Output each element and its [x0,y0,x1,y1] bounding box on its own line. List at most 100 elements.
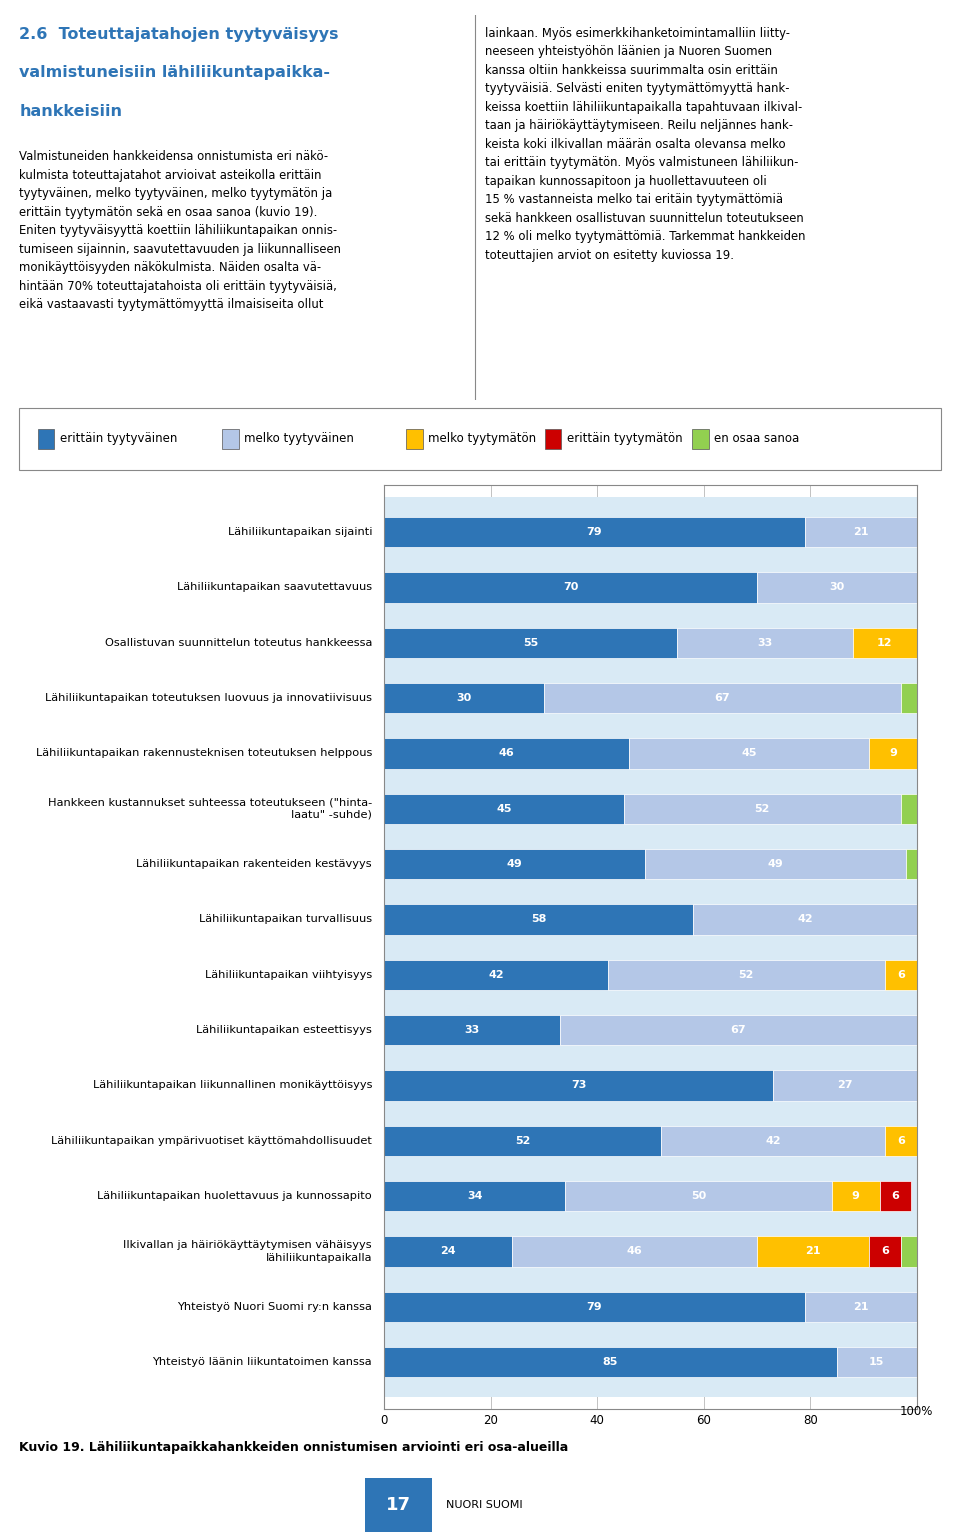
Text: 70: 70 [563,582,578,593]
Text: 85: 85 [603,1357,618,1368]
Text: valmistuneisiin lähiliikuntapaikka-: valmistuneisiin lähiliikuntapaikka- [19,65,330,80]
Bar [384,849,645,879]
Text: Lähiliikuntapaikan toteutuksen luovuus ja innovatiivisuus: Lähiliikuntapaikan toteutuksen luovuus j… [45,693,372,704]
Bar [384,1126,661,1157]
Text: hankkeisiin: hankkeisiin [19,105,122,119]
Bar [773,1070,917,1101]
Bar [869,1237,900,1266]
Bar [384,904,693,935]
Bar [756,1237,869,1266]
Text: 21: 21 [805,1246,821,1257]
Text: Hankkeen kustannukset suhteessa toteutukseen ("hinta-
laatu" -suhde): Hankkeen kustannukset suhteessa toteutuk… [48,798,372,819]
Bar [384,553,917,622]
Text: Lähiliikuntapaikan rakenteiden kestävyys: Lähiliikuntapaikan rakenteiden kestävyys [136,859,372,869]
Bar [384,738,629,768]
Text: 17: 17 [386,1497,411,1514]
Text: 52: 52 [515,1137,530,1146]
Text: 30: 30 [829,582,845,593]
Text: lainkaan. Myös esimerkkihanketoimintamalliin liitty-
neeseen yhteistyöhön läänie: lainkaan. Myös esimerkkihanketoimintamal… [485,28,805,262]
Text: Lähiliikuntapaikan ympärivuotiset käyttömahdollisuudet: Lähiliikuntapaikan ympärivuotiset käyttö… [51,1137,372,1146]
Text: 46: 46 [627,1246,642,1257]
Text: erittäin tyytymätön: erittäin tyytymätön [566,433,683,445]
Bar [692,430,708,448]
Bar [384,793,624,824]
Bar [384,1348,837,1377]
Text: Lähiliikuntapaikan viihtyisyys: Lähiliikuntapaikan viihtyisyys [204,970,372,979]
Text: 15: 15 [869,1357,884,1368]
Text: 34: 34 [467,1190,482,1201]
Text: Kuvio 19. Lähiliikuntapaikkahankkeiden onnistumisen arviointi eri osa-alueilla: Kuvio 19. Lähiliikuntapaikkahankkeiden o… [19,1441,568,1454]
Bar [900,1237,917,1266]
Text: 79: 79 [587,1301,602,1312]
Text: 6: 6 [892,1190,900,1201]
Bar [869,738,917,768]
Text: 79: 79 [587,527,602,537]
Text: Lähiliikuntapaikan liikunnallinen monikäyttöisyys: Lähiliikuntapaikan liikunnallinen monikä… [92,1081,372,1090]
Bar [384,995,917,1066]
Text: 24: 24 [440,1246,456,1257]
Text: Lähiliikuntapaikan rakennusteknisen toteutuksen helppous: Lähiliikuntapaikan rakennusteknisen tote… [36,748,372,758]
Bar [384,517,804,547]
Text: 45: 45 [496,804,512,813]
Bar [885,1126,917,1157]
Text: 42: 42 [797,915,813,924]
Text: NUORI SUOMI: NUORI SUOMI [446,1500,523,1511]
Text: 58: 58 [531,915,546,924]
Bar [406,430,422,448]
Bar [885,959,917,990]
Text: 21: 21 [853,527,869,537]
Text: Lähiliikuntapaikan esteettisyys: Lähiliikuntapaikan esteettisyys [196,1026,372,1035]
Text: 50: 50 [691,1190,706,1201]
Bar [900,793,917,824]
Text: 49: 49 [507,859,522,869]
Bar [677,628,852,658]
Bar [852,628,917,658]
Text: Yhteistyö Nuori Suomi ry:n kanssa: Yhteistyö Nuori Suomi ry:n kanssa [178,1301,372,1312]
Text: 21: 21 [853,1301,869,1312]
Text: Lähiliikuntapaikan huolettavuus ja kunnossapito: Lähiliikuntapaikan huolettavuus ja kunno… [97,1190,372,1201]
Bar [900,682,917,713]
Bar [565,1181,831,1212]
Bar [512,1237,756,1266]
Text: 52: 52 [738,970,754,979]
Bar [384,573,756,602]
Text: 42: 42 [488,970,504,979]
Bar [384,829,917,899]
Text: 49: 49 [768,859,783,869]
Text: 9: 9 [852,1190,859,1201]
Bar [384,1272,917,1341]
Bar [560,1015,917,1046]
Bar [384,1217,917,1286]
Bar [756,573,917,602]
Text: 2.6  Toteuttajatahojen tyytyväisyys: 2.6 Toteuttajatahojen tyytyväisyys [19,28,339,42]
Text: 55: 55 [523,638,539,648]
Bar [384,719,917,788]
Bar [37,430,54,448]
Text: 27: 27 [837,1081,852,1090]
Bar [384,664,917,733]
Bar [906,849,923,879]
Bar [544,430,561,448]
Bar [384,884,917,955]
Bar [384,608,917,678]
Text: 6: 6 [897,1137,904,1146]
Text: 33: 33 [465,1026,480,1035]
Text: 45: 45 [741,748,756,758]
Bar [645,849,906,879]
Text: Lähiliikuntapaikan sijainti: Lähiliikuntapaikan sijainti [228,527,372,537]
Text: 33: 33 [757,638,773,648]
Bar [693,904,917,935]
Bar [879,1181,911,1212]
Bar [365,1478,432,1532]
Bar [384,1327,917,1397]
Text: 46: 46 [498,748,515,758]
Bar [384,959,608,990]
Text: 6: 6 [881,1246,889,1257]
Text: 9: 9 [889,748,897,758]
Text: 42: 42 [765,1137,780,1146]
Bar [384,1181,565,1212]
Bar [384,1292,804,1321]
Text: 6: 6 [897,970,904,979]
Bar [222,430,238,448]
Bar [543,682,900,713]
